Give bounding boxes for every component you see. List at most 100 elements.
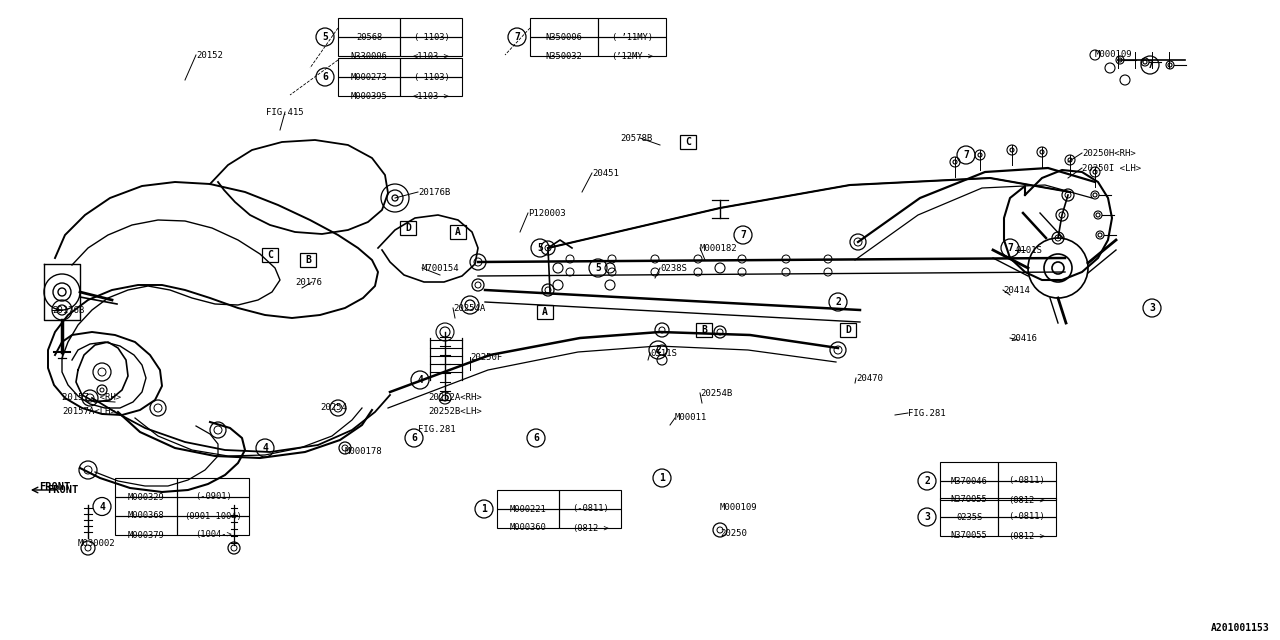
Text: (-1103): (-1103) (412, 33, 449, 42)
Text: 1: 1 (481, 504, 486, 514)
Bar (300, 253, 316, 267)
Text: N370055: N370055 (951, 531, 987, 541)
Bar (262, 248, 278, 262)
Bar (530, 18, 598, 37)
Bar (840, 323, 856, 337)
Text: A: A (456, 227, 461, 237)
Text: 20254B: 20254B (700, 388, 732, 397)
Text: 6: 6 (532, 433, 539, 443)
Bar (940, 517, 998, 536)
Text: (0812->: (0812-> (1009, 495, 1046, 504)
Text: (0812->: (0812-> (572, 524, 608, 532)
Bar (696, 323, 712, 337)
Bar (998, 481, 1056, 500)
Text: <1103->: <1103-> (412, 92, 449, 100)
Text: 0101S: 0101S (1015, 246, 1042, 255)
Text: M00011: M00011 (675, 413, 708, 422)
Bar (598, 37, 666, 56)
Text: 4: 4 (99, 502, 105, 511)
Text: 5: 5 (595, 263, 600, 273)
Text: N350006: N350006 (545, 33, 582, 42)
Text: 20157A<LH>: 20157A<LH> (61, 408, 115, 417)
Text: M000368: M000368 (128, 511, 164, 520)
Text: 4: 4 (262, 443, 268, 453)
Text: M000178: M000178 (346, 447, 383, 456)
Text: (’12MY->: (’12MY-> (611, 51, 653, 61)
Text: FRONT: FRONT (47, 485, 78, 495)
Text: M000221: M000221 (509, 504, 547, 513)
Bar (401, 58, 462, 77)
Text: M000109: M000109 (721, 504, 758, 513)
Bar (940, 462, 998, 481)
Text: 20250H<RH>: 20250H<RH> (1082, 148, 1135, 157)
Bar (497, 509, 559, 528)
Text: 20416: 20416 (1010, 333, 1037, 342)
Text: (1004->: (1004-> (195, 531, 232, 540)
Bar (497, 490, 559, 509)
Text: 20152: 20152 (196, 51, 223, 60)
Text: A: A (541, 307, 548, 317)
Text: 20250F: 20250F (470, 353, 502, 362)
Text: C: C (268, 250, 273, 260)
Bar (940, 481, 998, 500)
Text: 5: 5 (538, 243, 543, 253)
Text: 7: 7 (963, 150, 969, 160)
Bar (115, 516, 177, 535)
Text: P120003: P120003 (529, 209, 566, 218)
Bar (177, 478, 250, 497)
Text: 20470: 20470 (856, 374, 883, 383)
Text: (-0811): (-0811) (1009, 513, 1046, 522)
Bar (177, 497, 250, 516)
Text: 4: 4 (417, 375, 422, 385)
Text: (0812->: (0812-> (1009, 531, 1046, 541)
Bar (598, 18, 666, 37)
Text: <1103->: <1103-> (412, 51, 449, 61)
Text: 20578B: 20578B (620, 134, 653, 143)
Text: D: D (404, 223, 411, 233)
Text: 20250I <LH>: 20250I <LH> (1082, 163, 1142, 173)
Bar (680, 135, 696, 149)
Text: 7: 7 (515, 32, 520, 42)
Text: 6: 6 (323, 72, 328, 82)
Text: 20250: 20250 (721, 529, 746, 538)
Text: 2: 2 (924, 476, 931, 486)
Text: 20252B<LH>: 20252B<LH> (428, 408, 481, 417)
Bar (338, 18, 401, 37)
Text: (0901-1004): (0901-1004) (184, 511, 242, 520)
Text: 20157  <RH>: 20157 <RH> (61, 394, 122, 403)
Text: B: B (305, 255, 311, 265)
Bar (338, 58, 401, 77)
Bar (559, 490, 621, 509)
Bar (559, 509, 621, 528)
Text: N350032: N350032 (545, 51, 582, 61)
Text: A201001153: A201001153 (1211, 623, 1270, 633)
Bar (115, 497, 177, 516)
Text: 20414: 20414 (1004, 285, 1030, 294)
Text: C: C (685, 137, 691, 147)
Text: M000182: M000182 (700, 243, 737, 253)
Text: 20568: 20568 (356, 33, 383, 42)
Text: 20254A: 20254A (453, 303, 485, 312)
Text: 0235S: 0235S (956, 513, 982, 522)
Text: 7: 7 (740, 230, 746, 240)
Text: 20252A<RH>: 20252A<RH> (428, 392, 481, 401)
Text: 20176: 20176 (294, 278, 321, 287)
Bar (338, 77, 401, 96)
Text: 20254: 20254 (320, 403, 347, 413)
Text: M370046: M370046 (951, 477, 987, 486)
Bar (401, 221, 416, 235)
Text: M000109: M000109 (1094, 49, 1133, 58)
Text: FRONT: FRONT (40, 482, 70, 492)
Text: FIG.281: FIG.281 (419, 426, 456, 435)
Text: 7: 7 (1147, 60, 1153, 70)
Text: 20176B: 20176B (52, 305, 84, 314)
Text: (-1103): (-1103) (412, 72, 449, 81)
Text: (-’11MY): (-’11MY) (611, 33, 653, 42)
Text: 2: 2 (655, 345, 660, 355)
Text: M000329: M000329 (128, 493, 164, 502)
Text: 6: 6 (411, 433, 417, 443)
Text: 3: 3 (1149, 303, 1155, 313)
Bar (177, 516, 250, 535)
Text: (-0811): (-0811) (1009, 477, 1046, 486)
Bar (530, 37, 598, 56)
